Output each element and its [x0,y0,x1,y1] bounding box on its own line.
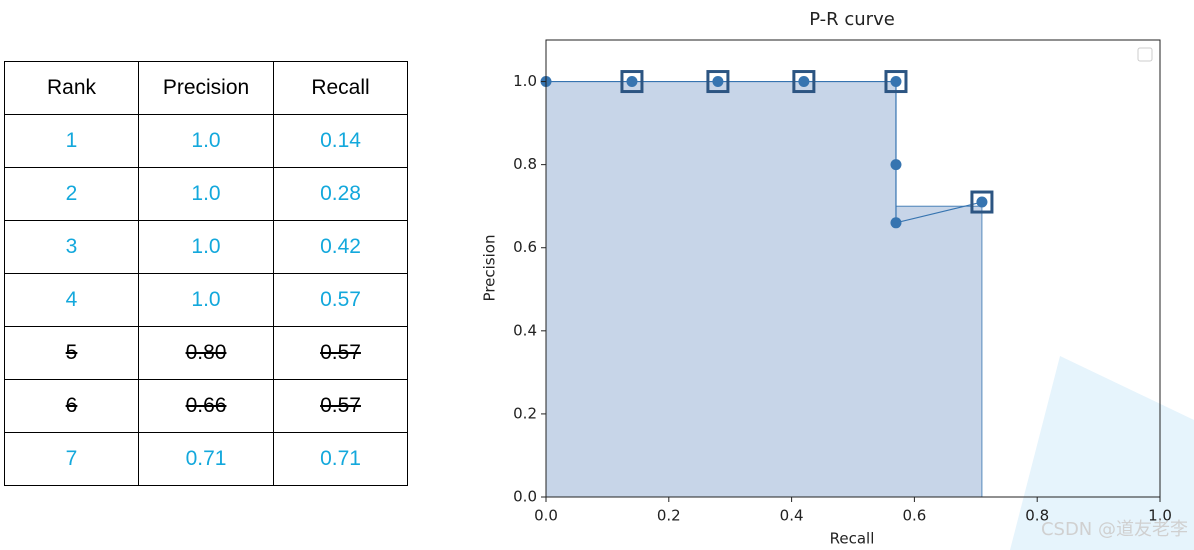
table-cell: 1.0 [138,167,274,221]
table-cell: 2 [4,167,139,221]
point [890,217,902,229]
table-cell: 0.71 [273,432,408,486]
table-row: 5 0.80 0.57 [4,326,408,380]
table-cell: 0.80 [138,326,274,380]
highlight-marker [792,70,816,94]
y-tick-label: 0.0 [513,488,537,506]
point [712,76,724,88]
plot: 0.0 0.2 0.4 0.6 0.8 1.0 0.0 0.2 0.4 0.6 0.8 1.0 [513,39,1172,525]
table-row: 3 1.0 0.42 [4,220,408,274]
table-cell: 0.66 [138,379,274,433]
x-tick-label: 0.6 [902,507,926,525]
header-cell: Precision [138,61,274,115]
pr-line [546,80,983,224]
point [890,76,902,88]
table-row: 2 1.0 0.28 [4,167,408,221]
y-tick-label: 0.4 [513,321,537,339]
table-cell: 6 [4,379,139,433]
highlight-marker [884,70,908,94]
table-row: 1 1.0 0.14 [4,114,408,168]
y-tick-label: 0.2 [513,404,537,422]
table-cell: 0.57 [273,379,408,433]
table-cell: 1.0 [138,114,274,168]
point [890,159,902,171]
header-cell: Rank [4,61,139,115]
header-row: Rank Precision Recall [4,61,408,115]
table-cell: 1.0 [138,273,274,327]
y-tick-label: 1.0 [513,72,537,90]
x-axis-label: Recall [830,530,875,548]
highlight-marker [620,70,644,94]
chart-title: P-R curve [809,9,895,30]
table-body: 1 1.0 0.14 2 1.0 0.28 3 1.0 0.42 4 1.0 0.57 5 0.80 0.5… [4,114,408,486]
point [798,76,810,88]
x-tick-label: 0.4 [780,507,804,525]
table-row: 7 0.71 0.71 [4,432,408,486]
table-cell: 1 [4,114,139,168]
table-cell: 0.57 [273,273,408,327]
table-cell: 4 [4,273,139,327]
x-tick-label: 0.8 [1025,507,1049,525]
pr-table: Rank Precision Recall 1 1.0 0.14 2 1.0 0.28 3 1… [4,61,408,486]
table-cell: 1.0 [138,220,274,274]
x-tick-label: 1.0 [1148,507,1172,525]
x-tick-label: 0.2 [657,507,681,525]
y-tick-label: 0.8 [513,155,537,173]
x-tick-label: 0.0 [534,507,558,525]
legend-box [1137,47,1153,62]
point [976,196,988,208]
axes-frame [545,39,1161,498]
y-axis-label: Precision [481,235,499,302]
table-row: 4 1.0 0.57 [4,273,408,327]
area [545,81,983,498]
watermark: CSDN @道友老李 [1041,519,1188,540]
table-cell: 7 [4,432,139,486]
table-cell: 0.57 [273,326,408,380]
point [626,76,638,88]
table-cell: 5 [4,326,139,380]
y-tick-label: 0.6 [513,238,537,256]
watermark-shape [1010,356,1194,550]
table-row: 6 0.66 0.57 [4,379,408,433]
table-cell: 0.14 [273,114,408,168]
table-cell: 0.28 [273,167,408,221]
highlight-marker [970,190,994,214]
table-cell: 0.42 [273,220,408,274]
highlight-marker [706,70,730,94]
